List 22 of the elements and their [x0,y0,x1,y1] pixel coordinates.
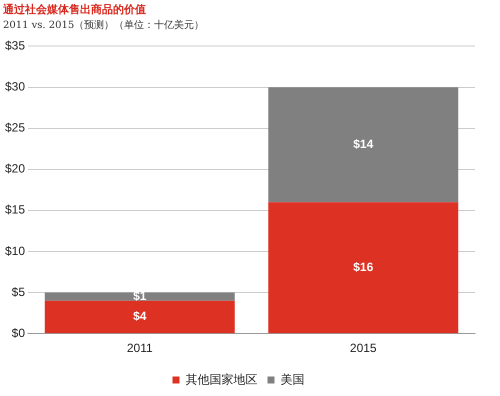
y-tick-label: $35 [4,38,26,53]
chart-title: 通过社会媒体售出商品的价值 [3,2,146,17]
data-label: $4 [133,309,147,324]
bar [44,300,235,334]
data-label: $16 [353,260,374,274]
legend-label: 其他国家地区 [186,372,258,386]
y-tick-label: $30 [4,80,26,94]
data-label: $1 [133,288,147,303]
y-tick-label: $10 [4,244,26,258]
data-label: $14 [353,137,374,152]
legend-label: 美国 [280,372,304,386]
x-tick-label: 2011 [126,341,153,356]
chart-subtitle: 2011 vs. 2015（预测）（单位：十亿美元） [3,18,204,32]
bar [268,202,458,334]
y-tick-label: $15 [4,202,26,217]
y-tick-label: $25 [4,120,26,135]
bar [268,87,458,202]
x-tick-label: 2015 [350,341,377,356]
y-tick-label: $0 [12,326,26,340]
y-tick-label: $5 [12,284,26,299]
y-tick-label: $20 [4,162,26,176]
bar [44,292,235,301]
